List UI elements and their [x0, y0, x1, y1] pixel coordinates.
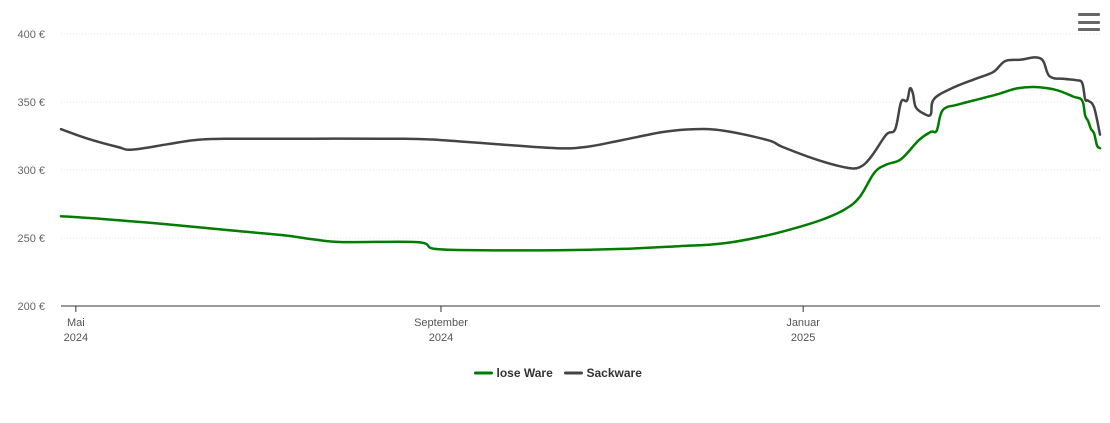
y-tick-label: 400 € [17, 29, 45, 41]
x-tick-year-label: 2025 [791, 332, 815, 344]
legend: lose Ware Sackware [474, 366, 643, 380]
y-tick-label: 250 € [17, 233, 45, 245]
legend-item-sackware[interactable]: Sackware [564, 366, 643, 380]
chart-menu-button[interactable] [1078, 12, 1100, 32]
y-tick-label: 350 € [17, 97, 45, 109]
x-axis: Mai 2024 September 2024 Januar 2025 [61, 305, 1100, 344]
series-line-lose-ware [59, 85, 1102, 252]
hamburger-menu-icon [1078, 28, 1100, 31]
y-tick-label: 300 € [17, 165, 45, 177]
legend-label: Sackware [587, 366, 643, 380]
hamburger-menu-icon [1078, 20, 1100, 24]
legend-label: lose Ware [497, 366, 554, 380]
y-axis: 200 € 250 € 300 € 350 € 400 € [17, 29, 45, 313]
x-tick-year-label: 2024 [64, 332, 88, 344]
series-lines [59, 56, 1102, 252]
y-tick-label: 200 € [17, 301, 45, 313]
x-tick-year-label: 2024 [429, 332, 453, 344]
legend-item-lose-ware[interactable]: lose Ware [474, 366, 554, 380]
grid-lines [61, 33, 1100, 239]
hamburger-menu-icon [1078, 13, 1100, 16]
x-tick-label: Mai [67, 317, 85, 329]
x-tick-label: Januar [786, 317, 820, 329]
series-line-sackware [59, 56, 1102, 170]
x-tick-label: September [414, 317, 468, 329]
